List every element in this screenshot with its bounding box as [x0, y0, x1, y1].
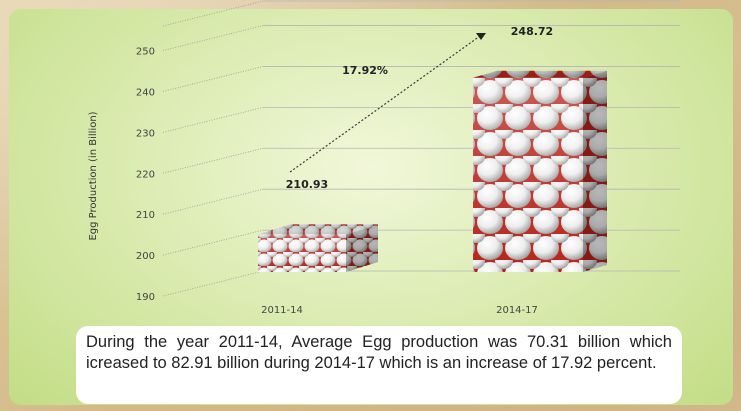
- data-label: 210.93: [286, 178, 328, 191]
- bar-top-face: [258, 224, 378, 235]
- bar-top-shade: [258, 224, 378, 235]
- bar-side-shade: [346, 224, 378, 272]
- bar-2011-14: [258, 224, 378, 272]
- gridline-diagonal: [162, 188, 264, 215]
- y-tick-label: 220: [136, 169, 155, 180]
- y-tick-label: 240: [136, 87, 155, 98]
- gridline-diagonal: [162, 0, 264, 27]
- y-tick-label: 250: [136, 47, 155, 58]
- y-tick-label: 210: [136, 210, 155, 221]
- bar-front-highlight: [473, 77, 583, 272]
- data-label: 248.72: [511, 25, 553, 38]
- gridline-diagonal: [162, 66, 264, 92]
- bar-side-face: [583, 70, 607, 272]
- bar-side-face: [346, 224, 378, 272]
- data-labels: 210.93 248.72: [286, 25, 553, 191]
- y-tick-label: 200: [136, 251, 155, 262]
- y-axis-label: Egg Production (in Billion): [88, 111, 99, 240]
- gridline-diagonal: [162, 25, 264, 51]
- gridline-diagonal: [162, 147, 264, 174]
- y-axis-ticks: 190 200 210 220 230 240 250: [136, 47, 155, 303]
- y-tick-label: 230: [136, 128, 155, 139]
- gridline-diagonal: [162, 106, 264, 133]
- x-tick-label: 2014-17: [496, 305, 538, 316]
- x-axis-categories: 2011-14 2014-17: [261, 305, 538, 316]
- bar-side-shade: [583, 70, 607, 272]
- gridline-diagonal: [162, 270, 264, 297]
- bar-front-highlight: [258, 234, 346, 272]
- growth-arrow: [289, 35, 481, 173]
- y-tick-label: 190: [136, 292, 155, 303]
- bars: [258, 70, 607, 272]
- bar-2014-17: [473, 70, 607, 272]
- gridlines: [162, 0, 680, 297]
- gridline-diagonal: [162, 229, 264, 256]
- bar-top-shade: [473, 70, 607, 78]
- x-tick-label: 2011-14: [261, 305, 303, 316]
- growth-percentage-label: 17.92%: [342, 64, 388, 77]
- bar-top-face: [473, 70, 607, 78]
- growth-arrowhead: [476, 33, 486, 40]
- caption-text: During the year 2011-14, Average Egg pro…: [76, 326, 682, 404]
